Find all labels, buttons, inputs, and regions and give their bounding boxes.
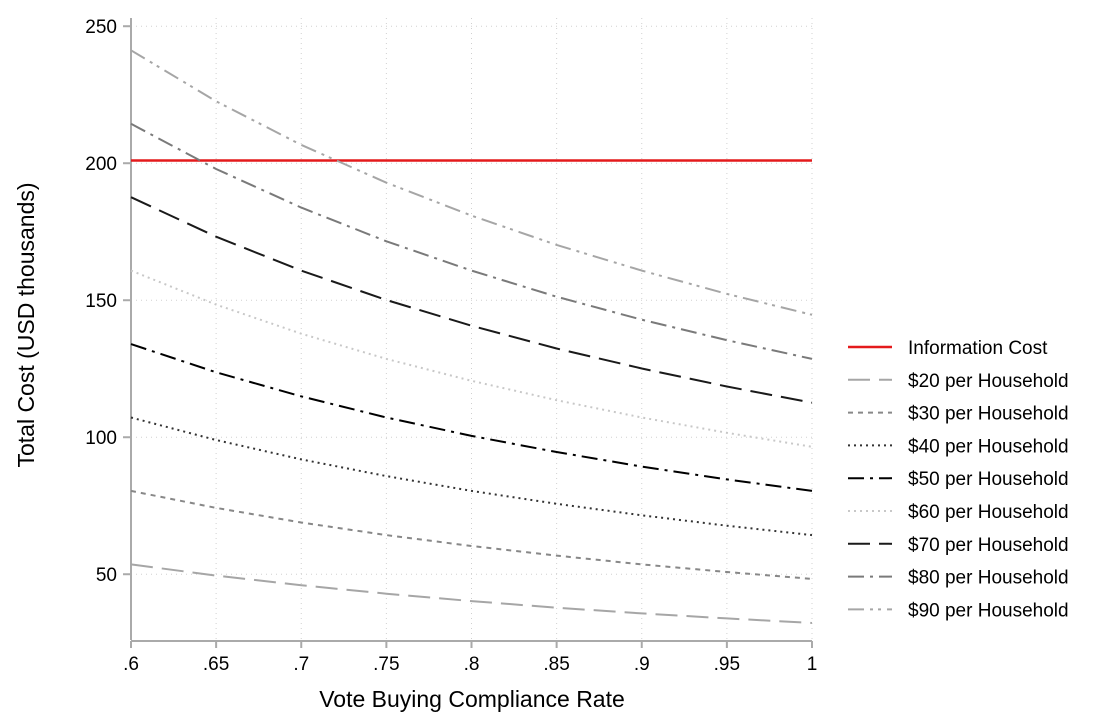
series-line-7 bbox=[130, 122, 813, 360]
x-tick-label: .75 bbox=[373, 654, 399, 675]
series-line-3 bbox=[130, 416, 813, 537]
x-tick-label: .9 bbox=[634, 654, 650, 675]
x-tick-label: .8 bbox=[464, 654, 480, 675]
x-tick-label: .7 bbox=[293, 654, 309, 675]
x-tick-label: .6 bbox=[123, 654, 139, 675]
y-tick-label: 200 bbox=[85, 154, 117, 175]
y-axis-title: Total Cost (USD thousands) bbox=[13, 182, 39, 467]
x-tick-label: .65 bbox=[203, 654, 229, 675]
legend-label: $80 per Household bbox=[908, 568, 1069, 589]
y-tick-label: 250 bbox=[85, 17, 117, 38]
x-tick-label: 1 bbox=[807, 654, 818, 675]
y-tick-label: 100 bbox=[85, 428, 117, 449]
grid bbox=[130, 18, 813, 640]
x-tick-label: .95 bbox=[714, 654, 740, 675]
legend-label: $60 per Household bbox=[908, 502, 1069, 523]
series-line-1 bbox=[130, 563, 813, 624]
legend-label: Information Cost bbox=[908, 338, 1048, 359]
series-line-2 bbox=[130, 489, 813, 580]
legend: Information Cost $20 per Household $30 per… bbox=[848, 338, 1069, 621]
series-lines bbox=[130, 49, 813, 624]
legend-label: $70 per Household bbox=[908, 535, 1069, 556]
legend-label: $30 per Household bbox=[908, 404, 1069, 425]
y-tick-label: 50 bbox=[96, 565, 117, 586]
y-tick-label: 150 bbox=[85, 291, 117, 312]
x-axis-title: Vote Buying Compliance Rate bbox=[319, 686, 625, 712]
series-line-6 bbox=[130, 196, 813, 404]
legend-label: $50 per Household bbox=[908, 469, 1069, 490]
x-tick-label: .85 bbox=[543, 654, 569, 675]
legend-label: $90 per Household bbox=[908, 600, 1069, 621]
legend-label: $20 per Household bbox=[908, 371, 1069, 392]
series-line-4 bbox=[130, 343, 813, 492]
series-line-8 bbox=[130, 49, 813, 316]
legend-label: $40 per Household bbox=[908, 436, 1069, 457]
series-line-5 bbox=[130, 269, 813, 448]
